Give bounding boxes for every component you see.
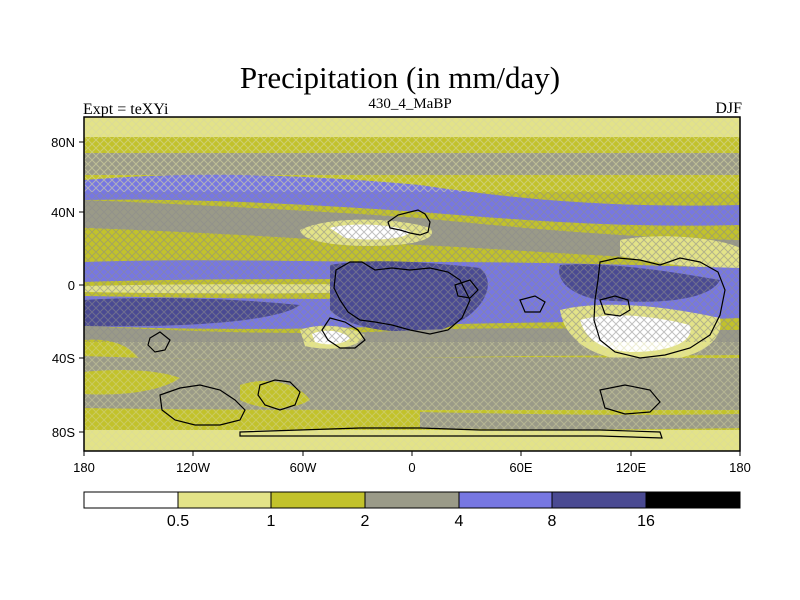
y-tick-label: 40N xyxy=(51,205,75,220)
y-tick-label: 80S xyxy=(52,425,75,440)
hatch-tropics xyxy=(84,192,740,342)
x-tick-label: 60E xyxy=(509,460,532,475)
colorbar-labels: 0.5 1 2 4 8 16 xyxy=(167,513,655,530)
colorbar-label: 0.5 xyxy=(167,513,189,530)
colorbar-swatch xyxy=(364,491,460,509)
coast-africa xyxy=(333,261,471,335)
precipitation-field xyxy=(84,117,740,451)
colorbar-swatch xyxy=(177,491,272,509)
hatch-south xyxy=(84,342,740,451)
x-tick-label: 120W xyxy=(176,460,211,475)
coast-south-pacific-land xyxy=(159,384,246,426)
x-tick-label: 0 xyxy=(408,460,415,475)
coast-australia-india xyxy=(593,257,726,359)
hatch-north xyxy=(84,117,740,192)
tick-marks xyxy=(79,141,741,456)
x-tick-labels: 180 120W 60W 0 60E 120E 180 xyxy=(73,460,751,475)
coast-south-america-tip xyxy=(257,379,301,411)
colorbar-swatch xyxy=(270,491,366,509)
coast-north-africa xyxy=(387,209,431,236)
colorbar-label: 4 xyxy=(455,513,464,530)
colorbar-swatch xyxy=(551,491,647,509)
colorbar-swatch xyxy=(83,491,179,509)
x-tick-label: 120E xyxy=(616,460,647,475)
colorbar xyxy=(83,491,741,509)
colorbar-label: 16 xyxy=(637,513,655,530)
y-tick-label: 0 xyxy=(68,278,75,293)
coastlines xyxy=(147,209,726,439)
colorbar-label: 1 xyxy=(267,513,276,530)
x-tick-label: 60W xyxy=(290,460,317,475)
colorbar-label: 8 xyxy=(548,513,557,530)
coast-south-indian xyxy=(599,384,661,415)
x-tick-label: 180 xyxy=(73,460,95,475)
coast-india-plate xyxy=(519,295,546,313)
coast-south-america xyxy=(321,317,366,349)
season-label: DJF xyxy=(715,100,742,117)
experiment-label: Expt = teXYi xyxy=(83,101,169,118)
coast-small-east xyxy=(454,279,479,299)
coast-antarctica xyxy=(239,427,663,439)
coast-island-east xyxy=(599,295,631,317)
coast-island-sw xyxy=(147,331,171,353)
y-tick-label: 80N xyxy=(51,135,75,150)
colorbar-swatch xyxy=(458,491,553,509)
map-title: Precipitation (in mm/day) xyxy=(239,60,561,95)
colorbar-swatch xyxy=(645,491,741,509)
x-tick-label: 180 xyxy=(729,460,751,475)
colorbar-label: 2 xyxy=(361,513,370,530)
y-tick-label: 40S xyxy=(52,351,75,366)
period-label: 430_4_MaBP xyxy=(368,96,452,112)
y-tick-labels: 80N 40N 0 40S 80S xyxy=(51,135,75,440)
